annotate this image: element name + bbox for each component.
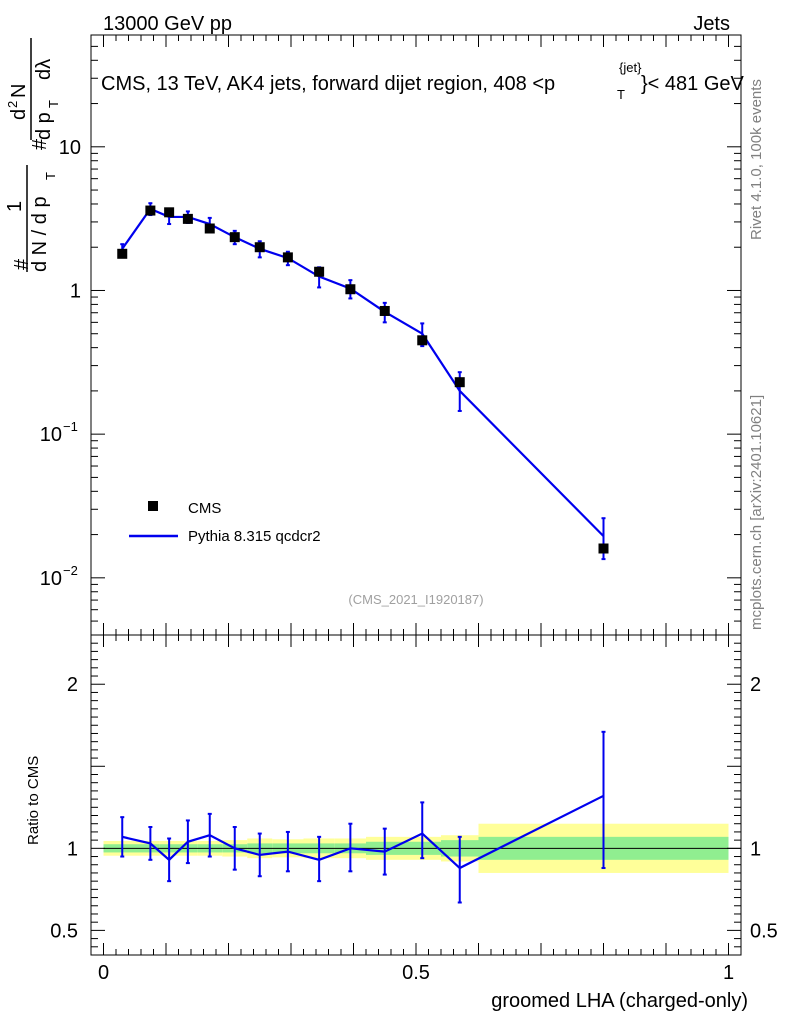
main-y-tick-label: 10 <box>40 568 62 590</box>
main-y-tick-label: 10 <box>59 137 81 159</box>
mc-line <box>121 207 605 537</box>
data-point <box>379 305 390 316</box>
ratio-y-tick-label-right: 2 <box>750 674 761 696</box>
ratio-mc-line <box>121 794 604 870</box>
plot-title: CMS, 13 TeV, AK4 jets, forward dijet reg… <box>101 60 745 102</box>
title-sub: T <box>617 87 625 102</box>
ylabel-num-d: d <box>8 109 30 120</box>
ratio-y-axis-label: Ratio to CMS <box>25 756 42 845</box>
ylabel-one: 1 <box>4 201 26 212</box>
x-axis-label: groomed LHA (charged-only) <box>491 990 748 1012</box>
ratio-panel-frame <box>90 634 742 956</box>
title-main: CMS, 13 TeV, AK4 jets, forward dijet reg… <box>101 73 555 95</box>
ylabel-dn: d N / d p <box>29 196 51 272</box>
x-tick-label: 0.5 <box>402 962 430 984</box>
title-tail: }< 481 GeV <box>641 73 745 95</box>
data-point <box>417 335 428 346</box>
ylabel-den-dp: d p <box>33 112 55 140</box>
legend-data-label: CMS <box>188 500 221 517</box>
main-y-tick-label: 1 <box>70 280 81 302</box>
data-point <box>598 543 609 554</box>
main-y-tick-exponent: −2 <box>63 563 78 578</box>
data-point <box>204 223 215 234</box>
ratio-y-tick-label-right: 1 <box>750 838 761 860</box>
ratio-y-tick-label-right: 0.5 <box>750 920 778 942</box>
ylabel-t1: T <box>43 172 58 180</box>
title-sup: {jet} <box>619 60 642 75</box>
data-point <box>254 242 265 253</box>
ylabel-num-sup: 2 <box>5 101 20 108</box>
ylabel-hash2: # <box>29 138 51 150</box>
data-point <box>282 252 293 263</box>
data-point <box>314 266 325 277</box>
ratio-y-tick-label: 1 <box>67 838 78 860</box>
ylabel-den-dl: dλ <box>33 59 55 80</box>
main-y-tick-label: 10 <box>40 424 62 446</box>
ratio-y-tick-label: 2 <box>67 674 78 696</box>
main-data-series <box>117 205 609 554</box>
data-point <box>345 284 356 295</box>
analysis-watermark: (CMS_2021_I1920187) <box>348 592 483 607</box>
main-y-tick-exponent: −1 <box>63 419 78 434</box>
legend: CMS Pythia 8.315 qcdcr2 <box>129 500 321 545</box>
legend-mc-label: Pythia 8.315 qcdcr2 <box>188 528 321 545</box>
mcplots-source-label: mcplots.cern.ch [arXiv:2401.10621] <box>748 395 765 630</box>
ratio-y-tick-label: 0.5 <box>50 920 78 942</box>
main-y-axis-label: # 1 d N / d p T # d 2 N d p T dλ <box>4 38 61 272</box>
ratio-mc-series <box>120 730 606 904</box>
x-tick-label: 0 <box>98 962 109 984</box>
data-point <box>182 213 193 224</box>
data-point <box>117 248 128 259</box>
rivet-version-label: Rivet 4.1.0, 100k events <box>748 79 765 240</box>
ylabel-t2: T <box>46 100 61 108</box>
main-panel-frame <box>90 34 742 636</box>
legend-data-marker <box>148 501 158 511</box>
x-tick-label: 1 <box>723 962 734 984</box>
data-point <box>229 232 240 243</box>
ylabel-num-n: N <box>8 84 30 98</box>
header-process: Jets <box>693 13 730 35</box>
data-point <box>164 207 175 218</box>
data-point <box>454 377 465 388</box>
header-energy: 13000 GeV pp <box>103 13 232 35</box>
data-point <box>145 205 156 216</box>
